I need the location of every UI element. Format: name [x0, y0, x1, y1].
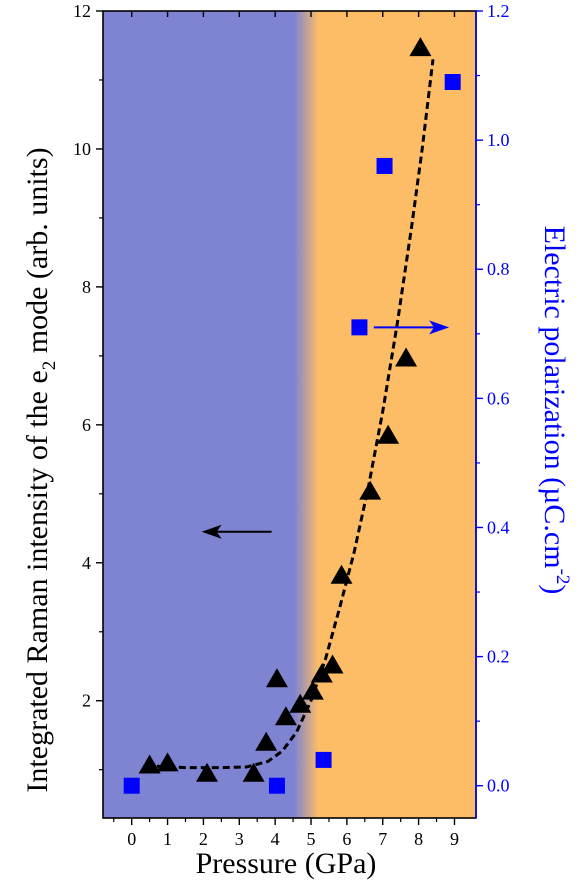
- x-axis-label: Pressure (GPa): [196, 847, 377, 880]
- right-y-tick-label: 0.6: [487, 388, 510, 408]
- raman-intensity-point: [359, 480, 382, 500]
- x-tick-label: 2: [199, 829, 208, 849]
- right-y-tick-label: 0.2: [487, 647, 510, 667]
- left-y-axis-label: Integrated Raman intensity of the e2 mod…: [21, 147, 60, 792]
- polarization-point: [268, 777, 285, 794]
- x-tick-label: 1: [163, 829, 172, 849]
- polarization-point: [444, 74, 461, 91]
- right-y-label-superscript: -2: [552, 569, 573, 585]
- right-y-axis-label: Electric polarization (µC.cm-2): [538, 226, 573, 595]
- arrow-head: [201, 524, 222, 539]
- polarization-point: [123, 777, 140, 794]
- polarization-point: [351, 319, 368, 336]
- raman-intensity-point: [242, 762, 265, 782]
- left-y-tick-label: 6: [82, 415, 91, 435]
- x-tick-label: 4: [271, 829, 280, 849]
- left-y-tick-label: 10: [73, 139, 91, 159]
- raman-intensity-point: [395, 347, 418, 367]
- x-tick-label: 0: [127, 829, 136, 849]
- x-tick-label: 7: [378, 829, 387, 849]
- left-y-tick-label: 4: [82, 553, 91, 573]
- raman-intensity-point: [301, 680, 324, 700]
- arrow-head: [429, 320, 450, 335]
- left-y-tick-label: 8: [82, 277, 91, 297]
- raman-intensity-point: [274, 706, 297, 726]
- raman-intensity-point: [377, 424, 400, 444]
- right-y-tick-label: 1.0: [487, 130, 510, 150]
- raman-intensity-point: [255, 731, 278, 751]
- raman-intensity-point: [289, 693, 312, 713]
- polarization-point: [315, 751, 332, 768]
- left-y-tick-label: 12: [73, 1, 91, 21]
- raman-intensity-point: [330, 564, 353, 584]
- x-tick-label: 3: [235, 829, 244, 849]
- left-y-tick-label: 2: [82, 691, 91, 711]
- right-y-tick-label: 1.2: [487, 1, 510, 21]
- raman-intensity-point: [156, 752, 179, 772]
- right-axis-arrow: [373, 320, 450, 335]
- x-tick-label: 6: [342, 829, 351, 849]
- left-y-label-subscript: 2: [39, 361, 60, 371]
- right-y-tick-label: 0.0: [487, 776, 510, 796]
- fit-curve-dashed: [156, 59, 435, 770]
- pressure-region-background: [103, 11, 476, 818]
- right-y-label-main: Electric polarization (µC.cm: [538, 226, 571, 569]
- polarization-point: [376, 157, 393, 174]
- left-y-label-tail: mode (arb. units): [21, 147, 54, 360]
- x-tick-label: 5: [307, 829, 316, 849]
- left-axis-arrow: [201, 524, 272, 539]
- raman-intensity-point: [310, 663, 333, 683]
- x-tick-label: 8: [414, 829, 423, 849]
- raman-intensity-point: [409, 37, 432, 57]
- right-y-label-tail: ): [538, 584, 571, 594]
- x-tick-label: 9: [450, 829, 459, 849]
- raman-intensity-point: [321, 654, 344, 674]
- right-y-tick-label: 0.4: [487, 517, 510, 537]
- raman-intensity-point: [196, 762, 219, 782]
- right-y-tick-label: 0.8: [487, 259, 510, 279]
- raman-intensity-point: [265, 668, 288, 688]
- raman-intensity-point: [138, 754, 161, 774]
- left-y-label-main: Integrated Raman intensity of the e: [21, 370, 54, 792]
